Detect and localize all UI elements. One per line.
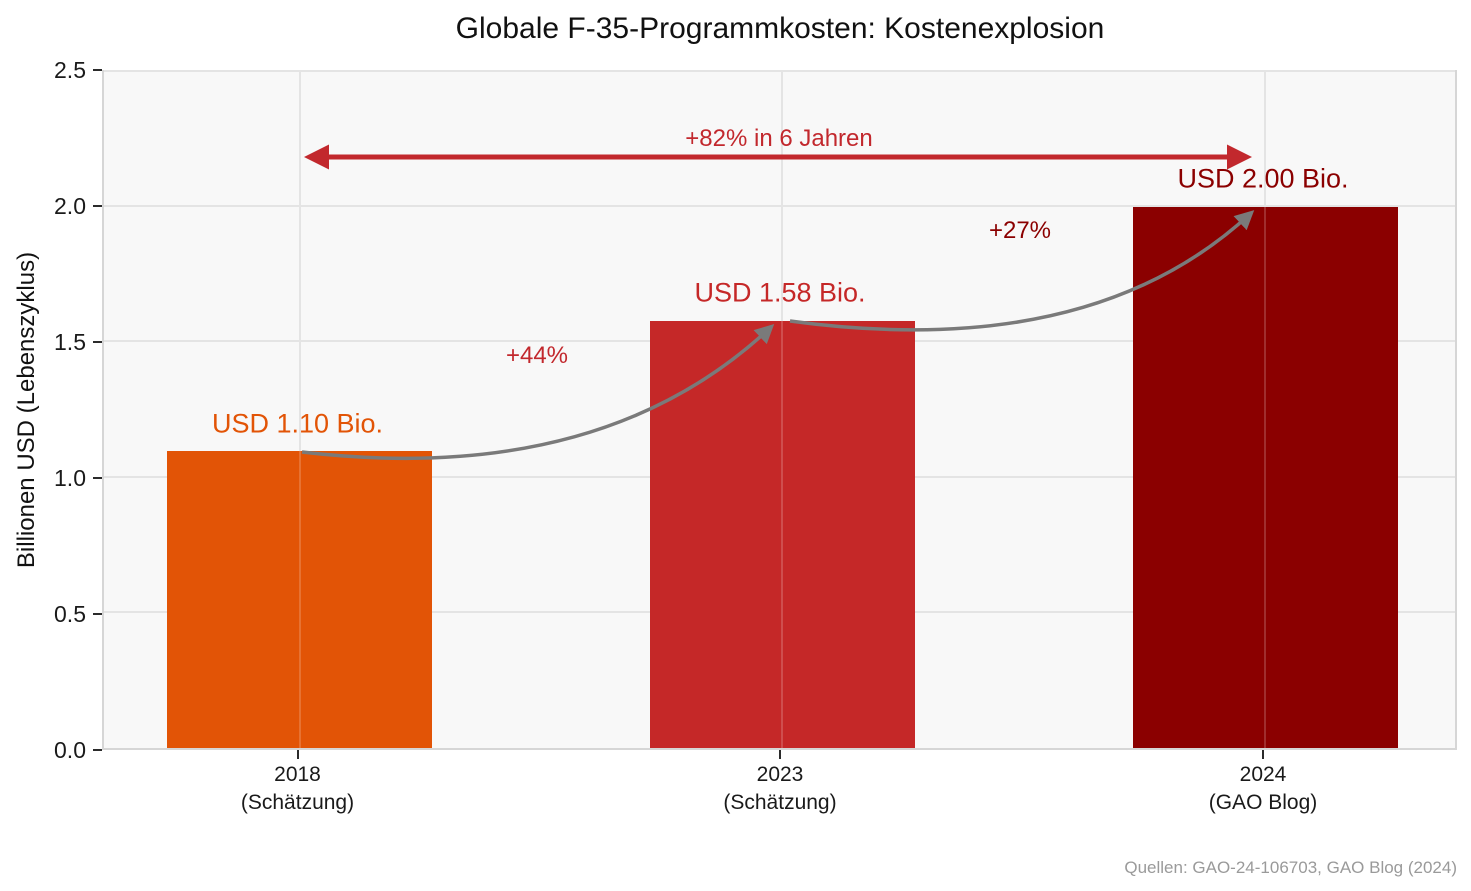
y-tick-mark: [93, 69, 102, 71]
y-gridline: [104, 205, 1455, 208]
y-tick-mark: [93, 205, 102, 207]
y-tick-label: 0.0: [54, 737, 86, 763]
x-tick-mark: [1262, 750, 1264, 759]
y-tick-mark: [93, 749, 102, 751]
total-change-annotation: +82% in 6 Jahren: [685, 125, 873, 152]
bar-gridline-stripe: [781, 320, 783, 748]
y-tick-mark: [93, 613, 102, 615]
x-tick-year: 2024: [1239, 763, 1287, 786]
change-annotation-27: +27%: [988, 217, 1052, 244]
y-axis-label: Billionen USD (Lebenszyklus): [13, 251, 40, 569]
x-tick-year: 2018: [274, 763, 321, 786]
x-tick-label-2023: 2023 (Schätzung): [660, 761, 900, 817]
change-annotation-44: +44%: [505, 342, 569, 369]
y-tick-label: 1.5: [54, 329, 86, 355]
bar-value-label: USD 2.00 Bio.: [1177, 163, 1349, 194]
x-tick-year: 2023: [756, 763, 804, 786]
y-tick-mark: [93, 477, 102, 479]
y-tick-label: 1.0: [54, 465, 86, 491]
x-tick-label-2018: 2018 (Schätzung): [178, 761, 418, 817]
y-tick-label: 2.0: [54, 193, 86, 219]
y-tick-mark: [93, 341, 102, 343]
bar-value-label: USD 1.58 Bio.: [694, 277, 866, 308]
x-tick-detail: (GAO Blog): [1208, 791, 1318, 814]
bar-gridline-stripe: [298, 450, 301, 748]
bar-2018: [167, 450, 432, 748]
y-gridline: [104, 70, 1455, 72]
x-gridline: [298, 72, 301, 748]
y-tick-label: 2.5: [54, 57, 86, 83]
chart-title: Globale F-35-Programmkosten: Kostenexplo…: [455, 12, 1105, 45]
bar-gridline-stripe: [1264, 207, 1266, 748]
x-tick-detail: (Schätzung): [240, 791, 355, 814]
y-tick-label: 0.5: [54, 601, 86, 627]
bar-2023: [649, 320, 915, 748]
x-tick-mark: [779, 750, 781, 759]
x-tick-label-2024: 2024 (GAO Blog): [1143, 761, 1383, 817]
bar-2024: [1132, 207, 1398, 748]
x-tick-detail: (Schätzung): [723, 791, 837, 814]
bar-value-label: USD 1.10 Bio.: [211, 408, 384, 439]
source-note: Quellen: GAO-24-106703, GAO Blog (2024): [1124, 858, 1457, 877]
x-tick-mark: [296, 750, 299, 759]
